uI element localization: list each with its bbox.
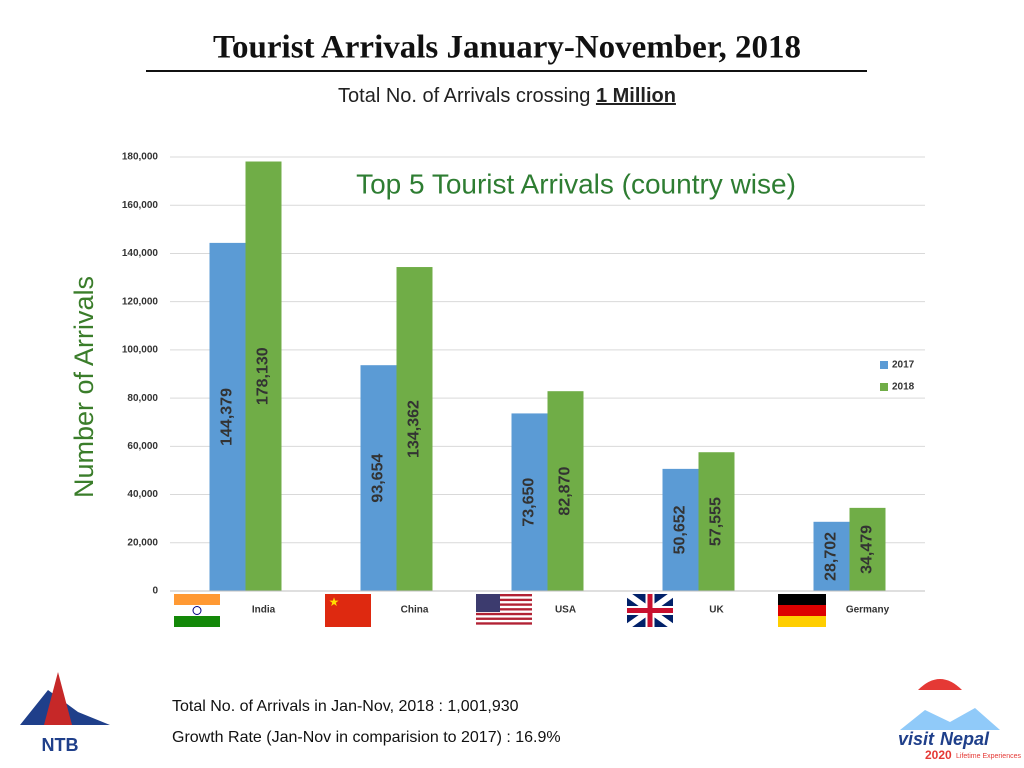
year-text: 2020 <box>925 748 952 762</box>
title: Tourist Arrivals January-November, 2018 <box>213 30 801 66</box>
x-tick-label: China <box>401 605 429 616</box>
subtitle-emphasis: 1 Million <box>596 85 676 107</box>
footer-line: Total No. of Arrivals in Jan-Nov, 2018 :… <box>172 698 519 715</box>
value-label: 28,702 <box>823 532 840 581</box>
tagline-text: Lifetime Experiences <box>956 753 1021 760</box>
value-label: 134,362 <box>406 400 423 458</box>
bar <box>849 507 886 591</box>
flag <box>625 591 675 630</box>
flag-canton <box>476 594 500 612</box>
flag-band <box>174 594 220 605</box>
y-axis-label: Number of Arrivals <box>69 276 99 498</box>
flag-band <box>778 605 826 616</box>
value-label: 178,130 <box>255 347 272 405</box>
visit-nepal-logo: visit Nepal 2020 Lifetime Experiences <box>898 679 1021 762</box>
bar <box>360 365 397 591</box>
value-label: 93,654 <box>370 454 387 503</box>
value-label: 73,650 <box>521 478 538 527</box>
ntb-text: NTB <box>42 735 79 755</box>
flag-stripe <box>476 612 532 616</box>
y-tick-label: 160,000 <box>122 200 159 211</box>
flag-stripe <box>476 622 532 625</box>
y-tick-label: 0 <box>152 586 158 597</box>
y-tick-label: 120,000 <box>122 296 159 307</box>
flag-band <box>174 616 220 627</box>
footer-line: Growth Rate (Jan-Nov in comparision to 2… <box>172 729 561 746</box>
ntb-logo: NTB <box>20 672 110 755</box>
bar <box>396 267 433 591</box>
y-tick-label: 40,000 <box>127 489 158 500</box>
bar <box>511 413 548 591</box>
x-tick-label: Germany <box>846 605 890 616</box>
chart-title: Top 5 Tourist Arrivals (country wise) <box>356 168 796 199</box>
legend-label: 2018 <box>892 382 915 393</box>
y-tick-label: 140,000 <box>122 248 159 259</box>
legend-swatch <box>880 383 888 391</box>
value-label: 34,479 <box>859 525 876 574</box>
subtitle-text: Total No. of Arrivals crossing <box>338 85 590 107</box>
flag <box>174 594 220 627</box>
y-tick-label: 180,000 <box>122 152 159 163</box>
flag-band <box>778 616 826 627</box>
y-tick-label: 80,000 <box>127 393 158 404</box>
subtitle: Total No. of Arrivals crossing 1 Million <box>338 85 676 107</box>
value-label: 50,652 <box>672 505 689 554</box>
bar <box>547 391 584 591</box>
bar <box>698 452 735 591</box>
flag <box>476 594 532 625</box>
x-tick-label: UK <box>709 605 724 616</box>
flag <box>778 594 826 627</box>
bar <box>662 468 699 591</box>
legend-label: 2017 <box>892 360 915 371</box>
flag-cross <box>627 594 673 627</box>
flag-wheel <box>192 606 202 615</box>
visit-text: visit <box>898 729 935 749</box>
flag-stripe <box>476 594 532 597</box>
flag-stripe <box>476 598 532 602</box>
flag-field <box>325 594 371 627</box>
y-tick-label: 20,000 <box>127 537 158 548</box>
value-label: 82,870 <box>557 467 574 516</box>
bar <box>209 242 246 592</box>
legend-swatch <box>880 361 888 369</box>
flag-star: ★ <box>329 595 340 609</box>
flag-band <box>174 605 220 616</box>
bar <box>813 521 850 591</box>
x-tick-label: India <box>252 605 276 616</box>
y-tick-label: 60,000 <box>127 441 158 452</box>
bar <box>245 161 282 591</box>
flag: ★ <box>325 594 371 627</box>
y-tick-label: 100,000 <box>122 345 159 356</box>
value-label: 57,555 <box>708 497 725 546</box>
flag-band <box>778 594 826 605</box>
flag-stripe <box>476 608 532 611</box>
flag-stripe <box>476 617 532 620</box>
flag-stripe <box>476 603 532 606</box>
x-tick-label: USA <box>555 605 576 616</box>
nepal-text: Nepal <box>940 729 990 749</box>
value-label: 144,379 <box>219 388 236 446</box>
